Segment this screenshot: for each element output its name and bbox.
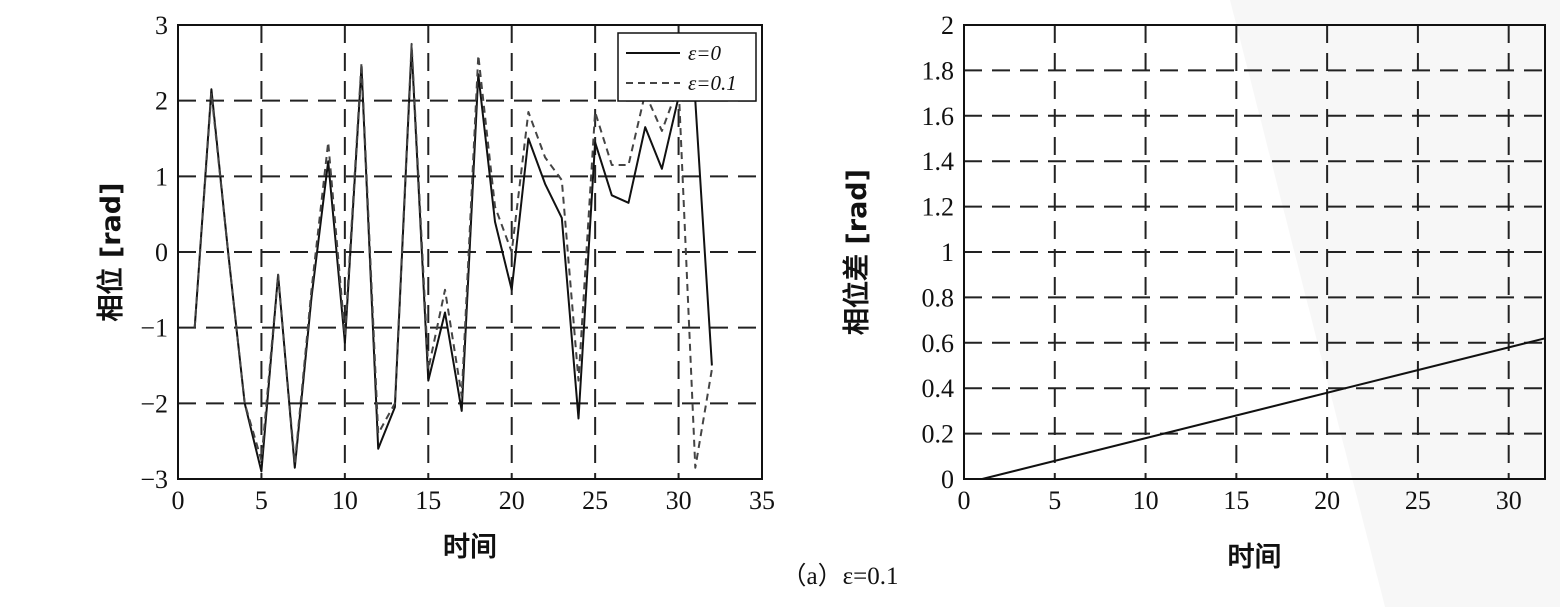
watermark (1230, 0, 1560, 607)
y-tick-label: 0 (155, 238, 168, 267)
phase-chart-ticks: 0 5 10 15 20 25 30 35 −3 −2 −1 0 1 2 3 (140, 11, 775, 515)
y-tick-label: −1 (140, 314, 168, 343)
figure-caption: （a）ε=0.1 (782, 562, 899, 590)
x-tick-label: 0 (958, 486, 971, 515)
phase-difference-chart-y-axis-label: 相位差 [rad] (841, 169, 873, 335)
y-tick-label: 2 (155, 87, 168, 116)
x-tick-label: 25 (582, 486, 608, 515)
phase-chart-legend: ε=0 ε=0.1 (617, 32, 757, 102)
y-tick-label: 1.4 (922, 147, 955, 176)
legend-box (617, 32, 757, 102)
y-tick-label: 1 (155, 162, 168, 191)
x-tick-label: 20 (499, 486, 525, 515)
x-tick-label: 10 (332, 486, 358, 515)
y-tick-label: 1.2 (922, 193, 955, 222)
phase-difference-chart-frame (963, 24, 1546, 480)
phase-difference-chart-series (981, 337, 1546, 480)
x-tick-label: 5 (1048, 486, 1061, 515)
phase-difference-chart: 0 5 10 15 20 25 3000.20.40.60.811.21.41.61.82 … (841, 11, 1546, 573)
legend-label: ε=0 (688, 41, 721, 65)
x-tick-label: 15 (1223, 486, 1249, 515)
y-tick-label: 0.2 (922, 420, 955, 449)
phase-difference-chart-grid (964, 25, 1545, 479)
x-tick-label: 15 (415, 486, 441, 515)
phase-chart-series (193, 42, 713, 473)
x-tick-label: 35 (749, 486, 775, 515)
y-tick-label: 1 (941, 238, 954, 267)
phase-chart-y-axis-label: 相位 [rad] (95, 183, 127, 322)
x-tick-label: 5 (255, 486, 268, 515)
y-tick-label: 0.4 (922, 374, 955, 403)
phase-chart-x-axis-label: 时间 (443, 532, 497, 563)
x-tick-label: 30 (666, 486, 692, 515)
y-tick-label: 0 (941, 465, 954, 494)
x-tick-label: 25 (1405, 486, 1431, 515)
phase-chart-frame (177, 24, 763, 480)
phase-difference-chart-x-axis-label: 时间 (1228, 542, 1282, 573)
y-tick-label: 3 (155, 11, 168, 40)
series-line-0 (193, 46, 713, 473)
x-tick-label: 20 (1314, 486, 1340, 515)
y-tick-label: 1.6 (922, 102, 955, 131)
phase-difference-chart-ticks: 0 5 10 15 20 25 30 0 0.2 0.4 0.6 0.8 1 1.2 1.4 1.6 1.8 2 (922, 11, 1522, 515)
y-tick-label: 0.8 (922, 283, 955, 312)
phase-chart: 0 5 10 15 20 25 30 35 −3 −2 −1 0 1 2 3 时间 相位 [rad] ε=0… (95, 11, 775, 563)
series-line-0 (981, 337, 1546, 480)
x-tick-label: 0 (172, 486, 185, 515)
x-tick-label: 10 (1133, 486, 1159, 515)
y-tick-label: 1.8 (922, 56, 955, 85)
y-tick-label: −3 (140, 465, 168, 494)
y-tick-label: 2 (941, 11, 954, 40)
y-tick-label: 0.6 (922, 329, 955, 358)
y-tick-label: −2 (140, 389, 168, 418)
legend-label: ε=0.1 (688, 71, 737, 95)
x-tick-label: 30 (1496, 486, 1522, 515)
